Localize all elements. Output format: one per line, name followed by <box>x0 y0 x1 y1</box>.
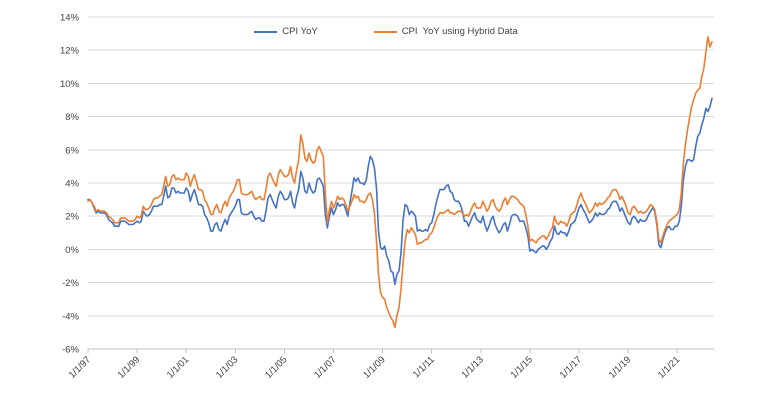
x-tick-label: 1/1/97 <box>67 354 93 380</box>
y-tick-label: 12% <box>60 46 80 57</box>
x-tick-label: 1/1/13 <box>459 354 485 380</box>
x-axis <box>87 348 714 353</box>
x-tick-label: 1/1/99 <box>116 354 142 380</box>
y-tick-label: 14% <box>60 13 80 24</box>
x-tick-label: 1/1/09 <box>361 354 387 380</box>
x-axis-labels: 1/1/97 1/1/99 1/1/01 1/1/03 1/1/05 1/1/07 1/1/… <box>67 354 683 380</box>
y-tick-label: 4% <box>65 179 79 190</box>
gridlines <box>88 16 714 350</box>
series-line-cpi-yoy <box>87 97 713 286</box>
x-tick-label: 1/1/05 <box>263 354 289 380</box>
y-tick-label: -2% <box>62 278 79 289</box>
y-tick-label: -6% <box>62 345 79 356</box>
series-line-cpi-yoy-hybrid <box>87 36 713 329</box>
y-axis-labels: 14% 12% 10% 8% 6% 4% 2% 0% -2% -4% -6% <box>60 13 80 356</box>
legend-label-cpi-yoy: CPI YoY <box>282 26 318 37</box>
x-tick-label: 1/1/19 <box>607 354 633 380</box>
legend-label-cpi-yoy-hybrid: CPI YoY using Hybrid Data <box>401 26 518 37</box>
x-tick-label: 1/1/03 <box>214 354 240 380</box>
y-tick-label: 8% <box>65 112 79 123</box>
y-tick-label: 2% <box>65 212 79 223</box>
y-tick-label: -4% <box>62 311 79 322</box>
x-tick-label: 1/1/17 <box>558 354 584 380</box>
x-tick-label: 1/1/15 <box>509 354 535 380</box>
x-tick-label: 1/1/01 <box>165 354 191 380</box>
legend-item-cpi-yoy: CPI YoY <box>254 26 318 37</box>
legend-item-cpi-yoy-hybrid: CPI YoY using Hybrid Data <box>373 26 518 37</box>
legend-line-swatch-blue-icon <box>254 30 278 33</box>
legend-line-swatch-orange-icon <box>373 30 397 33</box>
y-tick-label: 6% <box>65 145 79 156</box>
x-tick-label: 1/1/07 <box>312 354 338 380</box>
y-tick-label: 0% <box>65 245 79 256</box>
y-tick-label: 10% <box>60 79 80 90</box>
x-tick-label: 1/1/21 <box>656 354 682 380</box>
chart-legend: CPI YoY CPI YoY using Hybrid Data <box>0 26 772 37</box>
x-tick-label: 1/1/11 <box>411 354 437 380</box>
